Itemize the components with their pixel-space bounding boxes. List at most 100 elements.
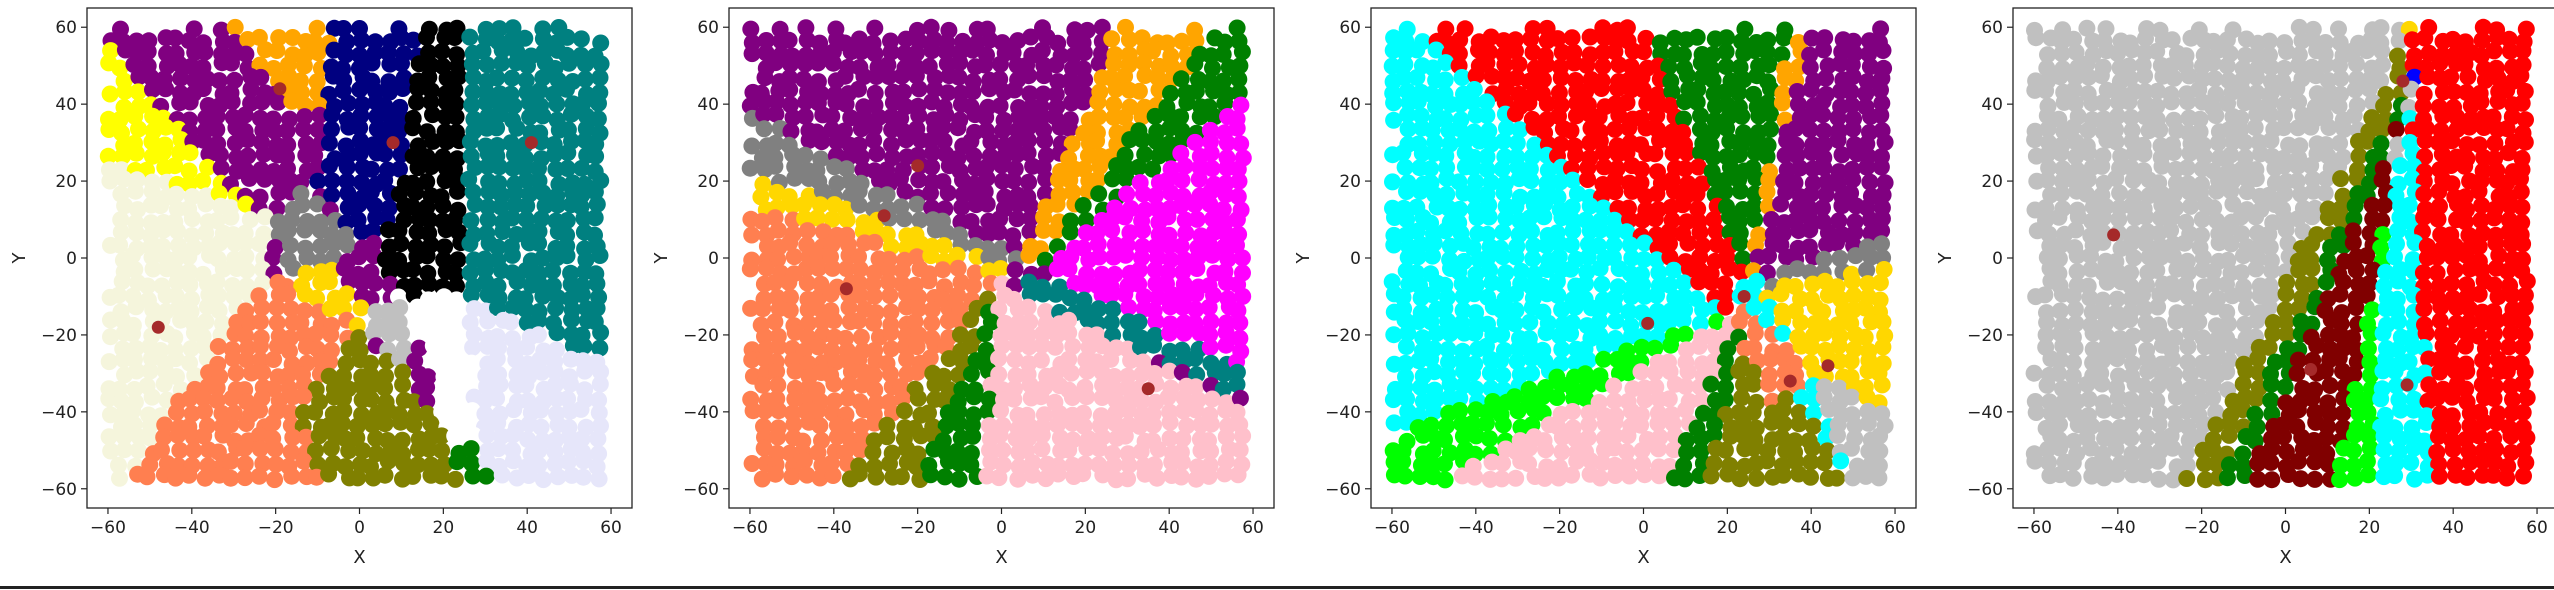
data-point — [129, 83, 147, 101]
data-point — [2518, 389, 2536, 407]
data-point — [2108, 350, 2126, 368]
data-point — [1678, 443, 1696, 461]
data-point — [1450, 120, 1468, 137]
data-point — [2400, 353, 2418, 371]
data-point — [1498, 119, 1515, 137]
data-point — [437, 221, 455, 239]
data-point — [1734, 415, 1752, 432]
data-point — [1758, 43, 1776, 61]
data-point — [1175, 389, 1193, 407]
data-point — [896, 338, 914, 356]
data-point — [2345, 391, 2363, 409]
data-point — [1020, 67, 1038, 85]
data-point — [881, 287, 899, 305]
data-point — [1397, 338, 1415, 355]
data-point — [1496, 56, 1514, 74]
data-point — [908, 338, 926, 356]
data-point — [1844, 272, 1861, 290]
x-tick-label: 0 — [354, 518, 365, 538]
data-point — [1591, 312, 1609, 330]
data-point — [1061, 289, 1079, 307]
data-point — [1201, 326, 1219, 344]
data-point — [2151, 121, 2169, 139]
data-point — [1396, 158, 1414, 176]
data-point — [2180, 67, 2198, 85]
data-point — [2080, 68, 2098, 86]
data-point — [282, 236, 299, 254]
data-point — [1620, 119, 1638, 137]
data-point — [1549, 286, 1567, 304]
data-point — [1089, 171, 1107, 189]
data-point — [2303, 389, 2321, 407]
data-point — [2050, 208, 2068, 226]
data-point — [2068, 263, 2086, 281]
data-point — [2139, 362, 2157, 380]
data-point — [181, 276, 199, 294]
data-point — [824, 467, 842, 484]
data-point — [1060, 441, 1078, 459]
data-point — [1716, 391, 1734, 409]
data-point — [1231, 329, 1249, 347]
data-point — [2248, 312, 2266, 330]
data-point — [2208, 182, 2226, 200]
data-point — [2278, 325, 2296, 343]
data-point — [1425, 234, 1443, 252]
data-point — [266, 122, 284, 140]
data-point — [2275, 119, 2293, 137]
data-point — [180, 248, 198, 266]
data-point — [1478, 414, 1495, 432]
data-point — [2414, 264, 2432, 282]
data-point — [1107, 392, 1125, 410]
data-point — [2317, 273, 2335, 291]
data-point — [293, 196, 311, 214]
data-point — [2039, 120, 2057, 138]
data-point — [2390, 32, 2408, 50]
data-point — [1566, 298, 1584, 316]
data-point — [422, 158, 440, 175]
data-point — [477, 94, 495, 112]
data-point — [1230, 84, 1248, 102]
data-point — [1734, 250, 1752, 268]
data-point — [1562, 122, 1580, 140]
data-point — [2067, 221, 2085, 239]
data-point — [2137, 208, 2154, 226]
data-point — [1074, 197, 1092, 214]
data-point — [935, 237, 953, 255]
data-point — [1136, 145, 1154, 163]
data-point — [573, 286, 591, 304]
data-point — [2111, 184, 2129, 202]
data-point — [980, 80, 998, 98]
data-point — [390, 222, 408, 239]
data-point — [407, 184, 425, 202]
data-point — [767, 465, 784, 483]
data-point — [808, 299, 826, 316]
data-point — [2290, 18, 2308, 36]
data-point — [1136, 67, 1154, 84]
data-point — [465, 110, 483, 128]
data-point — [1159, 208, 1177, 226]
data-point — [2204, 54, 2222, 72]
data-point — [2513, 198, 2531, 216]
data-point — [253, 299, 271, 317]
data-point — [2513, 94, 2531, 112]
data-point — [1172, 468, 1190, 486]
data-point — [1507, 42, 1524, 60]
data-point — [782, 96, 799, 114]
data-point — [2122, 234, 2140, 252]
data-point — [1032, 351, 1050, 369]
data-point — [797, 93, 815, 111]
data-point — [2321, 377, 2339, 394]
data-point — [155, 428, 173, 446]
data-point — [2149, 298, 2167, 316]
data-point — [1201, 195, 1219, 213]
data-point — [351, 119, 369, 137]
data-point — [1633, 338, 1651, 356]
data-point — [1033, 440, 1051, 458]
data-point — [2375, 97, 2393, 115]
data-point — [1228, 375, 1246, 393]
data-point — [592, 55, 610, 73]
data-point — [1718, 29, 1735, 47]
data-point — [743, 455, 761, 472]
data-point — [2038, 146, 2056, 164]
data-point — [1174, 298, 1192, 316]
